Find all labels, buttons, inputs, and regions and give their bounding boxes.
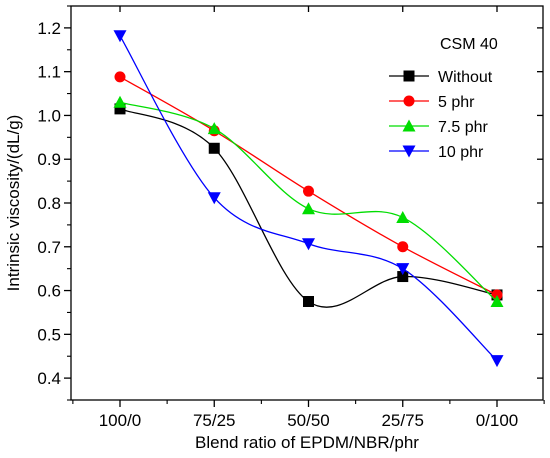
series-3: [113, 95, 504, 307]
data-point: [207, 192, 221, 205]
data-point: [490, 295, 504, 307]
data-point: [114, 71, 126, 83]
legend-label: Without: [438, 69, 493, 86]
data-point: [114, 103, 126, 115]
x-tick-label: 0/100: [476, 411, 519, 430]
x-tick-label: 100/0: [99, 411, 142, 430]
y-axis-title: Intrinsic viscosity/(dL/g): [4, 115, 23, 292]
data-point: [491, 289, 503, 301]
x-tick-label: 50/50: [287, 411, 330, 430]
legend-label: 7.5 phr: [438, 119, 488, 136]
series-layer: [113, 30, 504, 368]
y-tick-label: 1.1: [37, 63, 61, 82]
plot-frame: [70, 5, 544, 401]
x-axis-title: Blend ratio of EPDM/NBR/phr: [195, 433, 419, 452]
plot-border: [70, 5, 544, 401]
legend-item: 10 phr: [389, 144, 484, 161]
data-point: [302, 202, 315, 215]
y-tick-label: 0.7: [37, 238, 61, 257]
data-point: [113, 30, 127, 43]
data-point: [113, 95, 127, 108]
y-tick-label: 0.5: [37, 325, 61, 344]
data-point: [490, 355, 504, 368]
y-axis: 0.4 0.5 0.6 0.7 0.8 0.9 1.0 1.1 1.2: [37, 5, 543, 401]
legend-label: 10 phr: [438, 144, 484, 161]
data-point: [396, 263, 410, 276]
x-tick-label: 25/75: [381, 411, 424, 430]
legend-marker: [402, 119, 416, 132]
legend: CSM 40 Without 5 phr 7.5 phr 10 phr: [389, 36, 498, 161]
legend-item: 7.5 phr: [389, 119, 488, 136]
y-tick-label: 0.9: [37, 150, 61, 169]
data-point: [207, 122, 221, 135]
data-point: [396, 210, 410, 223]
data-point: [303, 185, 314, 197]
data-point: [208, 142, 220, 154]
legend-item: 5 phr: [389, 94, 475, 111]
x-tick-label: 75/25: [193, 411, 236, 430]
data-point: [302, 238, 315, 251]
data-point: [303, 296, 314, 307]
x-axis: 100/0 75/25 50/50 25/75 0/100: [72, 6, 545, 430]
legend-marker: [403, 95, 415, 107]
legend-marker: [402, 145, 416, 158]
data-point: [397, 271, 409, 283]
legend-label: 5 phr: [438, 94, 475, 111]
legend-item: Without: [389, 69, 493, 86]
y-tick-label: 0.6: [37, 282, 61, 301]
y-tick-label: 0.8: [37, 194, 61, 213]
legend-marker: [403, 70, 415, 82]
y-tick-label: 1.0: [37, 106, 61, 125]
legend-title: CSM 40: [440, 36, 498, 53]
data-point: [397, 241, 409, 253]
y-tick-label: 1.2: [37, 19, 61, 38]
series-4: [113, 30, 504, 368]
y-tick-label: 0.4: [37, 369, 61, 388]
